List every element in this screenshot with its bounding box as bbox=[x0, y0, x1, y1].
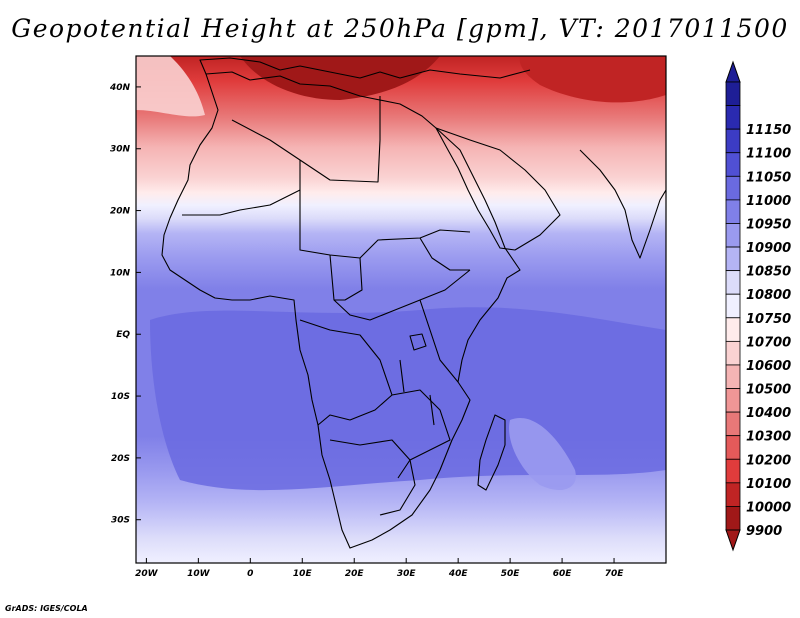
x-tick-label: 50E bbox=[501, 569, 521, 579]
lake-tanganyika bbox=[399, 359, 405, 393]
colorbar-label: 10100 bbox=[746, 477, 791, 492]
colorbar-label: 10750 bbox=[746, 312, 791, 327]
x-tick-label: 10W bbox=[187, 569, 211, 579]
x-tick-label: 0 bbox=[247, 569, 253, 579]
internal-border bbox=[182, 189, 301, 216]
colorbar-swatch bbox=[725, 81, 741, 106]
x-tick-label: 40E bbox=[448, 569, 469, 579]
y-tick-label: 10S bbox=[111, 392, 130, 402]
colorbar-label: 10300 bbox=[746, 430, 791, 445]
colorbar-label: 9900 bbox=[746, 524, 782, 539]
colorbar-swatch bbox=[725, 340, 741, 366]
colorbar-label: 10600 bbox=[746, 359, 791, 374]
india-outline bbox=[579, 149, 666, 259]
colorbar-swatch bbox=[725, 223, 741, 248]
country-borders bbox=[161, 57, 666, 549]
colorbar-swatch bbox=[725, 175, 741, 201]
colorbar-label: 10800 bbox=[746, 288, 791, 303]
europe-outline bbox=[199, 57, 531, 79]
colorbar-label: 10700 bbox=[746, 335, 791, 350]
colorbar-label: 10000 bbox=[746, 500, 791, 515]
y-tick-label: 10N bbox=[110, 268, 131, 278]
x-tick-label: 20E bbox=[345, 569, 365, 579]
colorbar-swatch bbox=[725, 293, 741, 319]
africa-coastline bbox=[161, 71, 521, 549]
lake-malawi bbox=[429, 394, 435, 426]
x-axis: 20W 10W 0 10E 20E 30E 40E 50E 60E 70E bbox=[135, 558, 624, 579]
colorbar-swatch bbox=[725, 199, 741, 224]
colorbar-label: 10900 bbox=[746, 241, 791, 256]
colorbar-swatch bbox=[725, 411, 741, 437]
internal-border bbox=[329, 439, 416, 516]
x-tick-label: 60E bbox=[553, 569, 573, 579]
x-tick-label: 30E bbox=[397, 569, 417, 579]
colorbar-label: 10850 bbox=[746, 265, 791, 280]
colorbar-label: 11100 bbox=[746, 147, 791, 162]
colorbar-bottom-triangle bbox=[725, 529, 741, 552]
colorbar-swatch bbox=[725, 246, 741, 272]
map-title: Geopotential Height at 250hPa [gpm], VT:… bbox=[11, 14, 789, 43]
x-tick-label: 10E bbox=[293, 569, 313, 579]
colorbar: 9900 10000 10100 10200 10300 10400 10500 10600 1… bbox=[725, 60, 791, 552]
colorbar-swatch bbox=[725, 364, 741, 389]
madagascar-outline bbox=[477, 414, 506, 491]
lake-victoria bbox=[409, 333, 427, 351]
colorbar-swatch bbox=[725, 458, 741, 484]
colorbar-top-triangle bbox=[725, 60, 741, 83]
colorbar-label: 11050 bbox=[746, 170, 791, 185]
colorbar-label: 10500 bbox=[746, 383, 791, 398]
height-field bbox=[136, 56, 666, 563]
map-frame bbox=[135, 55, 667, 564]
colorbar-swatch bbox=[725, 270, 741, 295]
y-axis: 40N 30N 20N 10N EQ 10S 20S 30S bbox=[109, 83, 141, 526]
y-tick-label: 30N bbox=[110, 145, 131, 155]
y-tick-label: EQ bbox=[116, 330, 130, 340]
internal-border bbox=[231, 96, 381, 183]
colorbar-swatch bbox=[725, 152, 741, 177]
colorbar-swatch bbox=[725, 388, 741, 413]
arabia-outline bbox=[435, 127, 561, 251]
colorbar-swatch bbox=[725, 317, 741, 342]
internal-border bbox=[299, 160, 471, 259]
y-tick-label: 20N bbox=[110, 207, 131, 217]
colorbar-swatch bbox=[725, 105, 741, 130]
colorbar-swatch bbox=[725, 506, 741, 531]
x-tick-label: 70E bbox=[605, 569, 625, 579]
internal-border bbox=[419, 237, 470, 271]
internal-border bbox=[334, 257, 363, 301]
y-tick-label: 30S bbox=[111, 516, 130, 526]
y-tick-label: 40N bbox=[109, 83, 131, 93]
colorbar-label: 10200 bbox=[746, 453, 791, 468]
internal-border bbox=[329, 254, 471, 321]
y-tick-label: 20S bbox=[111, 454, 130, 464]
colorbar-swatch bbox=[725, 482, 741, 507]
credit-label: GrADS: IGES/COLA bbox=[5, 604, 88, 613]
x-tick-label: 20W bbox=[135, 569, 159, 579]
colorbar-swatch bbox=[725, 128, 741, 154]
colorbar-label: 11000 bbox=[746, 194, 791, 209]
colorbar-label: 10400 bbox=[746, 406, 791, 421]
colorbar-label: 10950 bbox=[746, 217, 791, 232]
colorbar-swatch bbox=[725, 435, 741, 460]
internal-border bbox=[419, 299, 459, 383]
colorbar-label: 11150 bbox=[746, 123, 791, 138]
